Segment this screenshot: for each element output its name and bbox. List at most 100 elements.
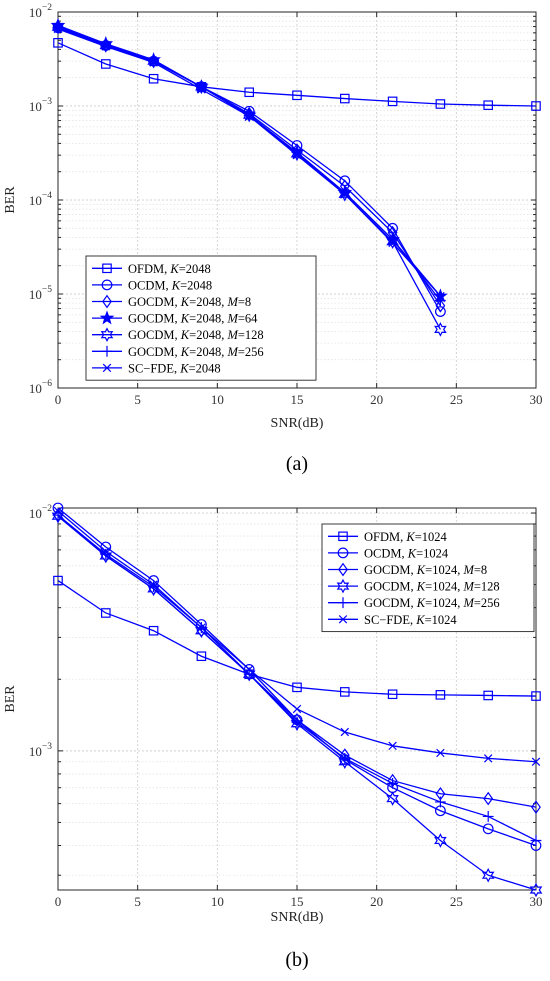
chart-a-legend-label-part: M: [226, 328, 238, 342]
chart-a-legend-label: OCDM, K=2048: [128, 278, 212, 292]
chart-a-legend-label-part: =2048,: [189, 295, 227, 309]
chart-b-series-line: [57, 580, 537, 697]
chart-b-series-marker: [340, 687, 350, 697]
chart-a-series-marker: [340, 93, 350, 104]
chart-a-series-marker: [52, 22, 64, 34]
chart-a-series-6: [53, 24, 445, 301]
chart-a-ytick-exponent: −2: [42, 3, 52, 13]
chart-a-series-marker: [436, 291, 445, 301]
chart-a-ytick-base: 10: [29, 381, 42, 396]
chart-b-series-marker: [388, 741, 397, 751]
chart-a-legend-label-part: =8: [238, 295, 251, 309]
chart-b-legend-label-part: =1024,: [425, 580, 463, 594]
chart-a-legend-label-part: =128: [238, 328, 264, 342]
chart-b-series-marker: [531, 800, 541, 814]
chart-b-series-marker: [242, 666, 256, 682]
chart-a-legend-label-part: =64: [238, 312, 258, 326]
chart-b-series-marker: [53, 575, 63, 586]
chart-b-series-marker: [53, 506, 63, 516]
chart-b-legend-item: SC−FDE, K=1024: [328, 613, 457, 627]
chart-a-legend-label-part: GOCDM,: [128, 312, 181, 326]
chart-a-legend-label-part: OFDM,: [128, 262, 170, 276]
chart-b-xtick-label: 15: [291, 894, 304, 909]
chart-b-xtick-label: 5: [134, 894, 141, 909]
chart-a-legend-box: [85, 255, 317, 381]
chart-b-legend-box: [321, 523, 535, 633]
chart-a-series-marker: [244, 111, 254, 121]
chart-a-xtick-label: 0: [55, 392, 62, 407]
chart-a-legend-marker: [101, 345, 113, 357]
chart-b-series-marker: [340, 727, 350, 737]
chart-a-series-marker: [149, 58, 158, 67]
chart-a-legend-label-part: K: [180, 328, 190, 342]
chart-b-legend-marker: [338, 615, 348, 624]
chart-a-legend-item: GOCDM, K=2048, M=64: [92, 310, 258, 326]
chart-b-ylabel: BER: [3, 685, 18, 713]
chart-a-legend-marker: [102, 263, 112, 274]
chart-a-series-marker: [388, 238, 397, 248]
chart-b-series-marker: [148, 581, 159, 593]
chart-b-series-marker: [196, 651, 207, 662]
chart-a-ytick-exponent: −6: [42, 379, 52, 389]
chart-a-series-marker: [435, 298, 446, 313]
chart-a-legend-label-part: K: [169, 262, 179, 276]
chart-b-series-marker: [244, 665, 254, 674]
chart-b-legend-label-part: K: [407, 546, 417, 560]
chart-b-series-marker: [99, 548, 113, 564]
chart-b-series-marker: [101, 547, 111, 556]
chart-a-legend-marker: [101, 279, 113, 291]
chart-b-legend-marker: [338, 531, 348, 542]
chart-a-legend-label-part: K: [180, 312, 190, 326]
chart-a-legend-marker: [99, 310, 115, 325]
chart-b-series-marker: [483, 791, 494, 806]
chart-b-ytick-exponent: −3: [42, 742, 52, 752]
chart-b-series-marker: [292, 704, 302, 714]
chart-b-series-marker: [339, 752, 351, 764]
chart-b-xtick-label: 25: [450, 894, 463, 909]
chart-a-legend-label-part: =2048: [180, 278, 212, 292]
chart-a-ytick-label: 10−6: [29, 379, 52, 396]
chart-a-legend-label-part: K: [171, 278, 181, 292]
chart-b-legend-marker: [337, 547, 349, 559]
chart-b-series-marker: [149, 580, 158, 589]
chart-b-series-marker: [387, 689, 398, 700]
chart-a-legend-item: OFDM, K=2048: [92, 262, 211, 276]
chart-b-legend-label-part: =1024: [416, 546, 449, 560]
chart-b-legend-item: GOCDM, K=1024, M=256: [328, 596, 500, 610]
chart-a: 0 5 10 15 20 25 3010−610−510−410−310−2SNR(dB)B…: [3, 3, 543, 431]
chart-b-xtick-label: 30: [530, 894, 543, 909]
chart-b-xtick-label: 10: [211, 894, 224, 909]
chart-a-legend-marker: [100, 327, 114, 342]
chart-b-xtick-label: 20: [370, 894, 383, 909]
chart-a-ylabel: BER: [3, 186, 18, 214]
chart-b-legend-label-part: =1024: [415, 530, 448, 544]
chart-b-series-marker: [530, 835, 542, 846]
chart-a-series-marker: [483, 100, 493, 110]
chart-b-xtick-label: 0: [55, 894, 62, 909]
chart-a-series-line: [57, 42, 537, 107]
chart-a-series-marker: [53, 38, 63, 48]
chart-b-ytick-base: 10: [29, 506, 42, 521]
chart-a-legend-label-part: GOCDM,: [128, 295, 181, 309]
chart-b-legend-label: OCDM, K=1024: [364, 546, 449, 560]
chart-b-ytick-exponent: −2: [42, 504, 52, 514]
chart-a-legend-label: GOCDM, K=2048, M=128: [128, 328, 264, 342]
chart-a-series-marker: [100, 59, 111, 69]
chart-a-xtick-label: 10: [211, 392, 224, 407]
chart-a-ytick-exponent: −3: [42, 97, 52, 107]
chart-b-legend-item: GOCDM, K=1024, M=128: [328, 578, 500, 594]
chart-a-series-marker: [434, 322, 447, 337]
chart-b-series-5: [53, 506, 541, 766]
chart-a-xtick-label: 5: [134, 392, 141, 407]
chart-b-series-marker: [290, 716, 304, 732]
caption-a: (a): [286, 453, 308, 475]
chart-a-series-marker: [435, 295, 446, 307]
chart-b-legend-item: OCDM, K=1024: [328, 546, 449, 560]
chart-b-series-marker: [387, 777, 398, 789]
chart-b-legend-item: GOCDM, K=1024, M=8: [328, 562, 487, 577]
chart-b-series-marker: [481, 867, 495, 883]
chart-b-legend-label-part: =1024: [425, 613, 458, 627]
chart-a-legend-item: SC−FDE, K=2048: [92, 361, 221, 375]
chart-b-legend-label-part: GOCDM,: [364, 580, 417, 594]
